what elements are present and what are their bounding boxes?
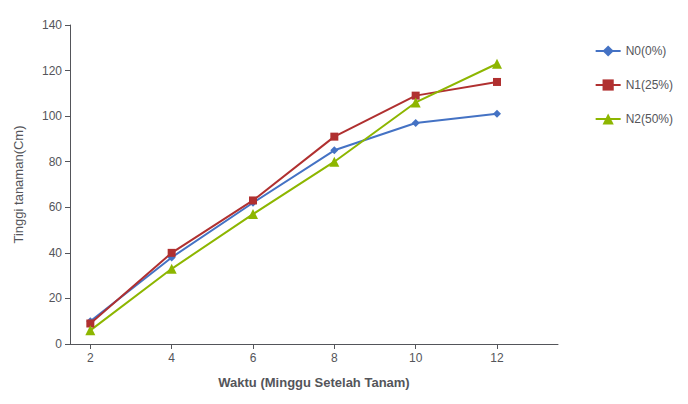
svg-text:2: 2 bbox=[87, 351, 94, 365]
svg-text:Tinggi tanaman(Cm): Tinggi tanaman(Cm) bbox=[11, 125, 26, 243]
svg-text:8: 8 bbox=[331, 351, 338, 365]
svg-text:0: 0 bbox=[55, 337, 62, 351]
svg-text:12: 12 bbox=[490, 351, 504, 365]
svg-text:60: 60 bbox=[49, 200, 63, 214]
svg-text:40: 40 bbox=[49, 246, 63, 260]
svg-text:Waktu (Minggu Setelah Tanam): Waktu (Minggu Setelah Tanam) bbox=[218, 375, 409, 390]
svg-text:10: 10 bbox=[409, 351, 423, 365]
svg-text:6: 6 bbox=[250, 351, 257, 365]
svg-text:100: 100 bbox=[42, 109, 62, 123]
svg-text:80: 80 bbox=[49, 155, 63, 169]
svg-text:120: 120 bbox=[42, 64, 62, 78]
svg-text:N1(25%): N1(25%) bbox=[626, 78, 673, 92]
svg-text:N0(0%): N0(0%) bbox=[626, 44, 667, 58]
svg-text:N2(50%): N2(50%) bbox=[626, 112, 673, 126]
svg-text:20: 20 bbox=[49, 291, 63, 305]
svg-text:4: 4 bbox=[168, 351, 175, 365]
svg-text:140: 140 bbox=[42, 18, 62, 32]
